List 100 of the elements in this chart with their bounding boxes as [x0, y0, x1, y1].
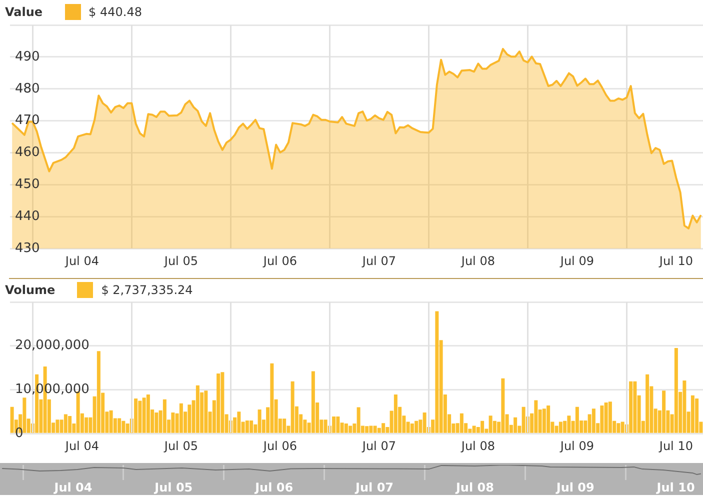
x-tick-label: Jul 07: [361, 438, 396, 453]
bar: [575, 406, 579, 433]
bar: [522, 406, 526, 433]
bar: [554, 426, 558, 433]
bar: [344, 424, 348, 433]
bar: [633, 381, 637, 433]
x-tick-label: Jul 07: [361, 254, 396, 268]
x-tick-label: Jul 05: [163, 254, 198, 268]
bar: [146, 394, 150, 433]
bar: [84, 417, 88, 433]
x-tick-label: Jul 09: [559, 254, 594, 268]
x-tick-label: Jul 05: [163, 438, 198, 453]
bar: [188, 404, 192, 433]
y-tick-label: 470: [15, 113, 40, 128]
bar: [514, 417, 518, 433]
bar: [567, 416, 571, 433]
bar: [122, 420, 126, 433]
y-tick-label: 450: [15, 177, 40, 192]
bar: [216, 374, 220, 433]
y-tick-label: 430: [15, 240, 40, 256]
bar: [22, 398, 26, 433]
bar: [237, 412, 241, 433]
text: $ 440.48: [88, 5, 142, 19]
bar: [695, 398, 699, 433]
bar: [600, 406, 604, 433]
bar: [171, 412, 175, 433]
bar: [558, 422, 562, 433]
bar: [311, 371, 315, 433]
bar: [422, 412, 426, 433]
bar: [690, 395, 694, 433]
bar: [356, 407, 360, 433]
bar: [332, 416, 336, 433]
bar: [501, 378, 505, 433]
x-tick-label: Jul 10: [656, 480, 695, 494]
x-tick-label: Jul 09: [559, 438, 594, 453]
bar: [616, 423, 620, 433]
bar: [435, 311, 439, 433]
text: $ 2,737,335.24: [101, 283, 193, 297]
bar: [290, 381, 294, 433]
bar: [118, 418, 122, 433]
y-tick-label: 480: [15, 81, 40, 96]
bar: [10, 406, 14, 433]
y-tick-label: 460: [15, 145, 40, 160]
x-tick-label: Jul 04: [64, 254, 99, 268]
bar: [204, 390, 208, 433]
bar: [348, 426, 352, 433]
x-tick-label: Jul 05: [154, 480, 193, 494]
bar: [608, 402, 612, 433]
bar: [488, 416, 492, 433]
x-tick-label: Jul 08: [454, 480, 494, 494]
bar: [646, 374, 650, 433]
bar: [282, 418, 286, 433]
bar: [534, 400, 538, 433]
x-tick-label: Jul 10: [658, 254, 693, 268]
bar: [56, 420, 60, 433]
x-tick-label: Jul 08: [460, 438, 495, 453]
bar: [162, 399, 166, 433]
legend-label: Volume: [5, 283, 56, 297]
bar: [142, 398, 146, 433]
x-tick-label: Jul 06: [254, 480, 294, 494]
bar: [629, 381, 633, 433]
bar: [68, 416, 72, 433]
bar: [414, 420, 418, 433]
bar: [96, 351, 100, 433]
x-tick-label: Jul 06: [262, 254, 297, 268]
bar: [64, 414, 68, 433]
x-tick-label: Jul 10: [658, 438, 693, 453]
bar: [674, 348, 678, 433]
x-tick-label: Jul 04: [64, 438, 99, 453]
x-tick-label: Jul 07: [354, 480, 394, 494]
bar: [592, 408, 596, 433]
legend-label: Value: [5, 5, 43, 19]
bar: [220, 372, 224, 433]
bar: [365, 426, 369, 433]
bar: [604, 402, 608, 433]
bar: [382, 423, 386, 433]
bar: [250, 420, 254, 433]
x-tick-label: Jul 04: [53, 480, 92, 494]
bar: [270, 363, 274, 433]
bar: [154, 412, 158, 433]
bar: [138, 400, 142, 433]
bar: [336, 416, 340, 433]
bar: [179, 403, 183, 433]
bar: [196, 385, 200, 433]
bar: [460, 413, 464, 433]
bar: [394, 394, 398, 433]
bar: [373, 426, 377, 433]
x-tick-label: Jul 06: [262, 438, 297, 453]
bar: [662, 390, 666, 433]
x-tick-label: Jul 08: [460, 254, 495, 268]
bar: [542, 408, 546, 433]
y-tick-label: 440: [15, 209, 40, 224]
bar: [410, 424, 414, 433]
y-tick-label: 20,000,000: [15, 338, 90, 354]
bar: [682, 380, 686, 433]
x-tick-label: Jul 09: [555, 480, 594, 494]
bar: [369, 426, 373, 433]
bar: [245, 420, 249, 433]
bar: [472, 426, 476, 433]
bar: [109, 410, 113, 433]
